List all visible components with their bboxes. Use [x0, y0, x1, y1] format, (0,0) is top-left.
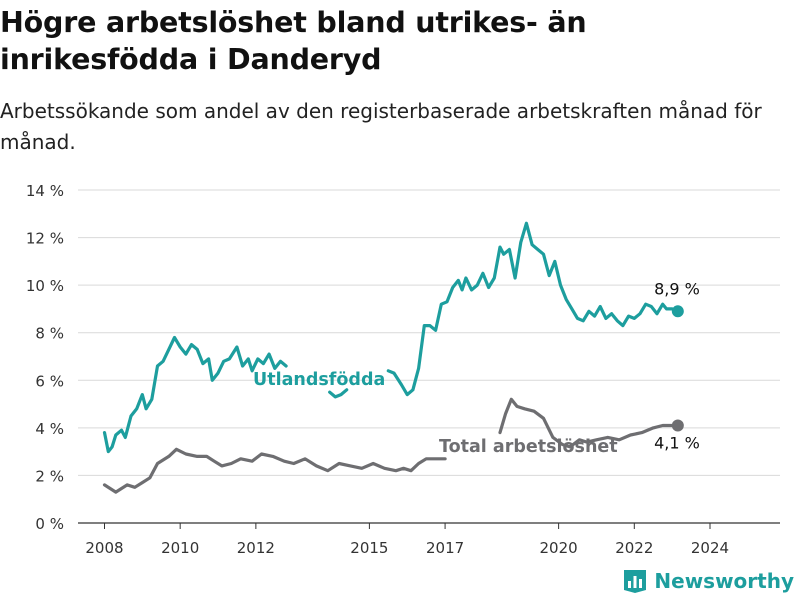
y-tick-label: 10 % — [26, 277, 64, 295]
chart-title: Högre arbetslöshet bland utrikes- än inr… — [0, 6, 587, 76]
end-point-total — [671, 419, 684, 432]
x-tick-label: 2012 — [237, 539, 275, 557]
brand-name: Newsworthy — [654, 569, 794, 593]
x-tick-label: 2024 — [691, 539, 729, 557]
newsworthy-brand: Newsworthy — [622, 568, 794, 594]
chart-subtitle: Arbetssökande som andel av den registerb… — [0, 99, 762, 154]
series-line-total — [498, 397, 680, 449]
x-tick-label: 2015 — [350, 539, 388, 557]
y-tick-label: 2 % — [35, 467, 64, 485]
end-point-utlandsfodda — [671, 305, 684, 318]
end-label-utlandsfodda: 8,9 % — [654, 279, 700, 298]
bar-chart-logo-icon — [624, 570, 647, 593]
x-tick-label: 2010 — [161, 539, 199, 557]
series-line-utlandsfodda — [102, 335, 288, 454]
series-line-utlandsfodda — [328, 388, 349, 399]
x-tick-label: 2008 — [85, 539, 123, 557]
y-tick-label: 8 % — [35, 325, 64, 343]
x-tick-label: 2022 — [615, 539, 653, 557]
x-tick-label: 2017 — [426, 539, 464, 557]
y-tick-label: 14 % — [26, 182, 64, 200]
y-tick-label: 12 % — [26, 230, 64, 248]
x-tick-label: 2020 — [540, 539, 578, 557]
y-tick-label: 4 % — [35, 420, 64, 438]
series-line-utlandsfodda — [386, 221, 680, 397]
series-line-total — [102, 447, 447, 494]
y-tick-label: 0 % — [35, 515, 64, 533]
series-label-utlandsfodda: Utlandsfödda — [253, 370, 385, 390]
end-label-total: 4,1 % — [654, 433, 700, 452]
series-label-total: Total arbetslöshet — [439, 437, 618, 457]
y-tick-label: 6 % — [35, 372, 64, 390]
